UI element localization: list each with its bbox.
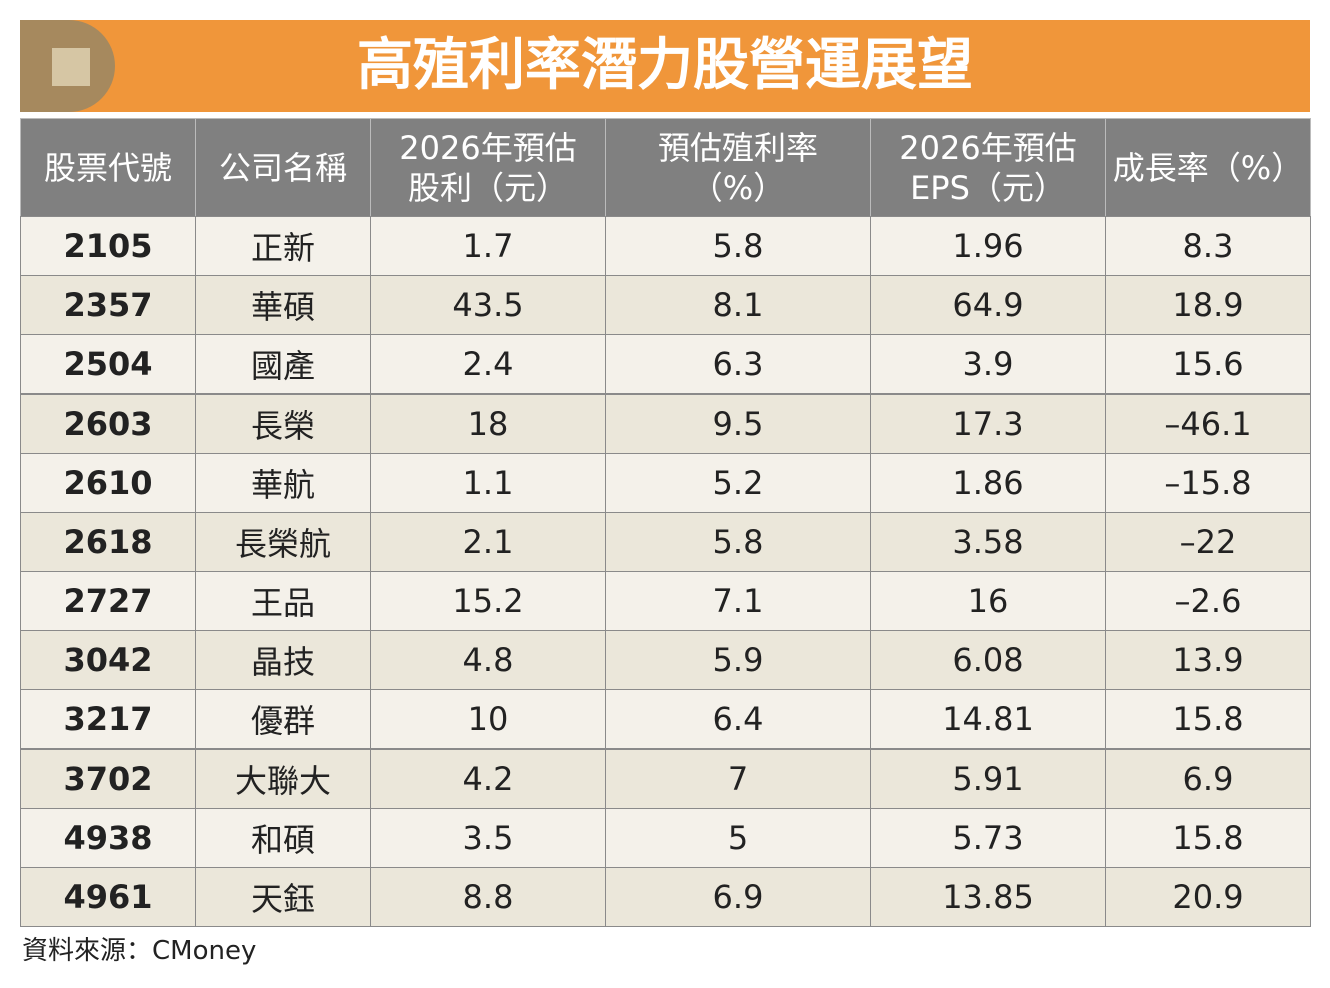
table-cell: 5.9 (605, 630, 871, 691)
table-cell: 晶技 (195, 630, 371, 691)
table-cell: –46.1 (1105, 393, 1311, 454)
stock-code: 2727 (20, 571, 196, 632)
table-cell: 15.8 (1105, 689, 1311, 750)
table-cell: 3.5 (370, 807, 606, 868)
header-cell: 2026年預估 股利（元） (370, 118, 606, 217)
header-cell: 2026年預估 EPS（元） (870, 118, 1106, 217)
table-cell: 6.08 (870, 630, 1106, 691)
table-cell: 18.9 (1105, 275, 1311, 336)
table-cell: 長榮航 (195, 511, 371, 572)
table-cell: 3.58 (870, 511, 1106, 572)
header-cell: 股票代號 (20, 118, 196, 217)
table-cell: 6.3 (605, 334, 871, 395)
table-cell: 王品 (195, 571, 371, 632)
title: 高殖利率潛力股營運展望 (357, 33, 973, 98)
stock-code: 4938 (20, 807, 196, 868)
header-text: 2026年預估 (399, 128, 577, 167)
table-cell: 3.9 (870, 334, 1106, 395)
table-cell: 6.9 (605, 866, 871, 927)
table-cell: 1.96 (870, 216, 1106, 277)
table-cell: 15.2 (370, 571, 606, 632)
stock-code: 2105 (20, 216, 196, 277)
stock-code: 4961 (20, 866, 196, 927)
table-cell: 20.9 (1105, 866, 1311, 927)
table-cell: 5.2 (605, 452, 871, 513)
table-cell: 14.81 (870, 689, 1106, 750)
header-text: 股票代號 (43, 148, 172, 187)
header-cell: 成長率（%） (1105, 118, 1311, 217)
table-cell: –15.8 (1105, 452, 1311, 513)
table-cell: 43.5 (370, 275, 606, 336)
table-cell: 大聯大 (195, 748, 371, 809)
table-cell: 7 (605, 748, 871, 809)
table-cell: 優群 (195, 689, 371, 750)
table-cell: 天鈺 (195, 866, 371, 927)
table-cell: 1.7 (370, 216, 606, 277)
table-cell: 6.9 (1105, 748, 1311, 809)
title-bar (20, 20, 1310, 112)
stock-code: 3042 (20, 630, 196, 691)
header-text: 預估殖利率 (657, 128, 818, 167)
table-cell: 5 (605, 807, 871, 868)
table-cell: 8.3 (1105, 216, 1311, 277)
table-cell: 2.1 (370, 511, 606, 572)
table-cell: 7.1 (605, 571, 871, 632)
table-cell: 和碩 (195, 807, 371, 868)
header-text: EPS（元） (910, 168, 1066, 207)
table-cell: 1.86 (870, 452, 1106, 513)
table-cell: 64.9 (870, 275, 1106, 336)
table-cell: 2.4 (370, 334, 606, 395)
table-cell: 6.4 (605, 689, 871, 750)
stock-code: 2610 (20, 452, 196, 513)
table-cell: 華航 (195, 452, 371, 513)
table-cell: –22 (1105, 511, 1311, 572)
table-cell: 17.3 (870, 393, 1106, 454)
header-cell: 公司名稱 (195, 118, 371, 217)
header-cell: 預估殖利率 （%） (605, 118, 871, 217)
stock-code: 2504 (20, 334, 196, 395)
stock-code: 3702 (20, 748, 196, 809)
table-cell: 1.1 (370, 452, 606, 513)
header-text: 成長率（%） (1112, 148, 1304, 187)
header-text: （%） (690, 168, 786, 207)
stock-code: 2357 (20, 275, 196, 336)
table-cell: 8.8 (370, 866, 606, 927)
table-cell: 9.5 (605, 393, 871, 454)
stock-code: 2603 (20, 393, 196, 454)
table-cell: 4.8 (370, 630, 606, 691)
table-cell: 18 (370, 393, 606, 454)
table-cell: 8.1 (605, 275, 871, 336)
table-cell: 15.8 (1105, 807, 1311, 868)
table-cell: 4.2 (370, 748, 606, 809)
table-cell: 5.8 (605, 511, 871, 572)
title-square (52, 48, 90, 86)
table-cell: 長榮 (195, 393, 371, 454)
table-cell: 國產 (195, 334, 371, 395)
header-text: 2026年預估 (899, 128, 1077, 167)
table-cell: 5.8 (605, 216, 871, 277)
table-cell: 5.91 (870, 748, 1106, 809)
table-cell: 16 (870, 571, 1106, 632)
table-cell: 正新 (195, 216, 371, 277)
source: 資料來源：CMoney (22, 936, 257, 966)
table-cell: –2.6 (1105, 571, 1311, 632)
table-cell: 10 (370, 689, 606, 750)
table-cell: 15.6 (1105, 334, 1311, 395)
table-cell: 5.73 (870, 807, 1106, 868)
header-text: 公司名稱 (218, 148, 347, 187)
stock-code: 3217 (20, 689, 196, 750)
table-cell: 華碩 (195, 275, 371, 336)
table-cell: 13.9 (1105, 630, 1311, 691)
stock-code: 2618 (20, 511, 196, 572)
table-cell: 13.85 (870, 866, 1106, 927)
header-text: 股利（元） (407, 168, 568, 207)
